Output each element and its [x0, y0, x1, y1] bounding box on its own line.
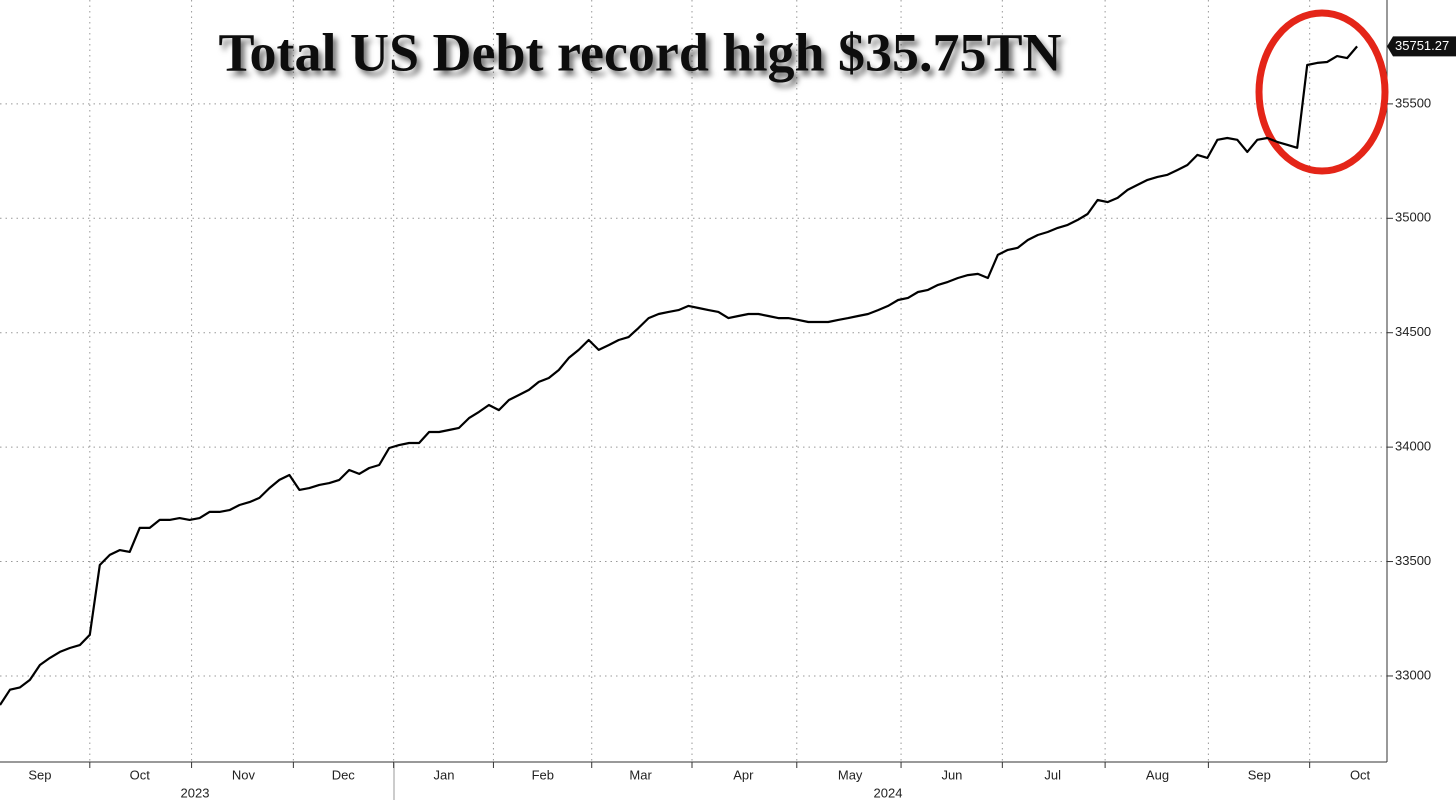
- y-tick-label: 34000: [1395, 439, 1431, 454]
- y-tick-label: 33500: [1395, 553, 1431, 568]
- x-tick-label: May: [838, 767, 863, 782]
- x-tick-label: Jul: [1044, 767, 1061, 782]
- x-tick-label: Oct: [130, 767, 151, 782]
- x-tick-label: Apr: [733, 767, 754, 782]
- x-tick-label: Dec: [332, 767, 356, 782]
- highlight-circle: [1255, 9, 1389, 175]
- x-tick-label: Oct: [1350, 767, 1371, 782]
- x-tick-label: Aug: [1146, 767, 1169, 782]
- x-tick-label: Jun: [941, 767, 962, 782]
- last-value-label: 35751.27: [1395, 38, 1449, 53]
- x-tick-label: Nov: [232, 767, 256, 782]
- year-label: 2023: [181, 785, 210, 800]
- y-tick-label: 35000: [1395, 210, 1431, 225]
- y-tick-label: 34500: [1395, 324, 1431, 339]
- last-value-box: [1387, 36, 1456, 57]
- x-tick-label: Sep: [28, 767, 51, 782]
- y-tick-label: 33000: [1395, 667, 1431, 682]
- year-label: 2024: [874, 785, 903, 800]
- x-tick-label: Jan: [434, 767, 455, 782]
- x-tick-label: Sep: [1248, 767, 1271, 782]
- x-tick-label: Mar: [629, 767, 652, 782]
- y-tick-label: 35500: [1395, 95, 1431, 110]
- chart-title: Total US Debt record high $35.75TN: [218, 22, 1061, 82]
- data-line: [0, 45, 1358, 706]
- x-tick-label: Feb: [532, 767, 554, 782]
